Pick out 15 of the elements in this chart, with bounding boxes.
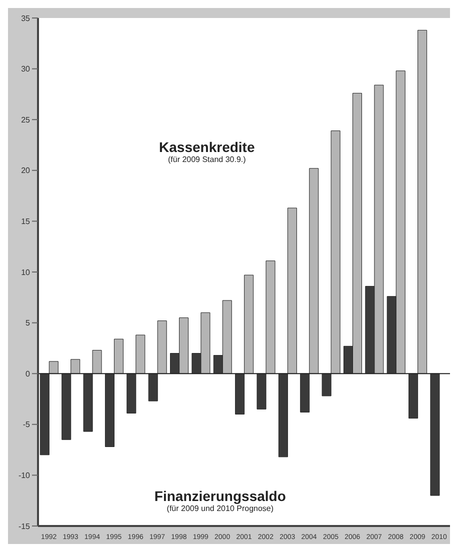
annotation: Finanzierungssaldo [154,488,286,504]
y-tick-label: 20 [21,166,31,176]
y-tick-label: -10 [18,471,31,480]
y-tick-label: 10 [21,268,31,277]
y-tick-label: -5 [22,420,31,430]
y-tick-label: 30 [21,64,31,74]
y-tick-label: 15 [21,217,31,226]
y-tick-label: 0 [26,369,31,378]
y-tick-label: 35 [21,14,31,23]
y-tick-label: -15 [18,522,31,531]
annotation: (für 2009 und 2010 Prognose) [166,504,274,513]
annotation: Kassenkredite [159,139,255,156]
y-tick-label: 5 [26,318,31,328]
y-tick-label: 25 [21,115,31,124]
annotation: (für 2009 Stand 30.9.) [168,155,246,164]
